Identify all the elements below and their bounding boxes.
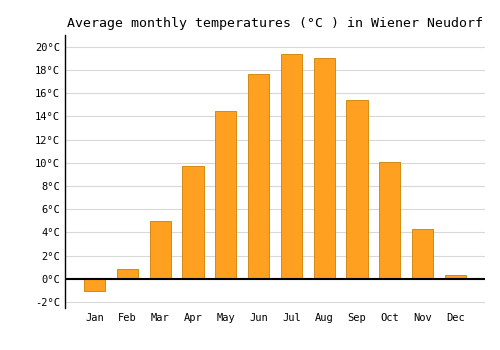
Bar <box>215 111 236 279</box>
Bar <box>84 279 106 290</box>
Bar <box>248 75 270 279</box>
Bar <box>280 54 302 279</box>
Title: Average monthly temperatures (°C ) in Wiener Neudorf: Average monthly temperatures (°C ) in Wi… <box>67 17 483 30</box>
Bar <box>346 100 368 279</box>
Bar <box>412 229 433 279</box>
Bar <box>117 268 138 279</box>
Bar <box>379 162 400 279</box>
Bar <box>314 58 335 279</box>
Bar <box>150 221 171 279</box>
Bar <box>182 166 204 279</box>
Bar <box>444 275 466 279</box>
